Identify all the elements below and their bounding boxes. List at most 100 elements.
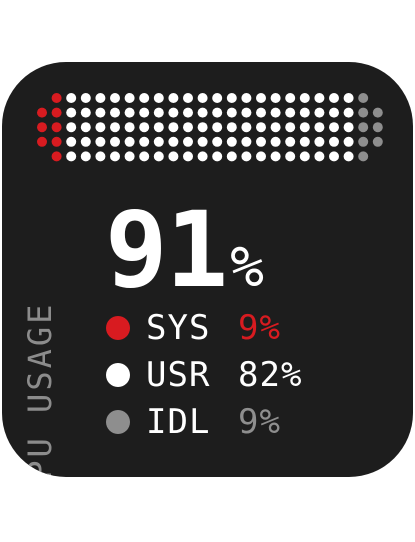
meter-dot-usr	[226, 107, 237, 118]
meter-dot-usr	[299, 93, 310, 103]
meter-dot-usr	[197, 136, 208, 147]
meter-dot-usr	[212, 136, 223, 147]
meter-dot-usr	[95, 93, 106, 103]
meter-dot-usr	[110, 122, 120, 133]
meter-dot-usr	[95, 122, 106, 133]
meter-dot-sys	[37, 122, 47, 133]
meter-dot-usr	[285, 93, 296, 103]
meter-dot-sys	[51, 122, 62, 133]
cpu-usage-widget: CPU USAGE 91 % SYS 9% USR 82% IDL 9%	[2, 62, 413, 477]
meter-dot-usr	[197, 122, 208, 133]
meter-dot-usr	[197, 151, 208, 162]
meter-dot-usr	[95, 107, 106, 118]
sys-color-dot	[106, 316, 130, 340]
meter-dot-usr	[212, 107, 223, 118]
meter-dot-usr	[329, 107, 339, 118]
usr-color-dot	[106, 363, 130, 387]
meter-dot-usr	[299, 151, 310, 162]
meter-dot-usr	[314, 151, 325, 162]
idl-color-dot	[106, 410, 130, 434]
meter-dot-usr	[270, 151, 281, 162]
meter-dot-sys	[37, 136, 47, 147]
meter-dot-usr	[270, 122, 281, 133]
meter-dot-usr	[329, 136, 339, 147]
meter-dot-usr	[256, 122, 266, 133]
meter-dot-usr	[168, 136, 179, 147]
legend-value-usr: 82%	[238, 355, 303, 395]
meter-dot-usr	[226, 122, 237, 133]
meter-dot-usr	[241, 93, 252, 103]
total-usage-readout: 91 %	[105, 189, 264, 311]
meter-dot-idle	[358, 136, 369, 147]
meter-dot-usr	[270, 93, 281, 103]
meter-dot-usr	[256, 151, 266, 162]
meter-dot-usr	[168, 122, 179, 133]
meter-dot-usr	[139, 151, 150, 162]
meter-dot-usr	[183, 93, 193, 103]
meter-dot-usr	[285, 151, 296, 162]
meter-dot-usr	[343, 107, 354, 118]
meter-dot-usr	[66, 136, 77, 147]
meter-dot-usr	[314, 107, 325, 118]
meter-dot-usr	[139, 107, 150, 118]
meter-dot-usr	[299, 107, 310, 118]
widget-title: CPU USAGE	[21, 301, 59, 477]
legend-label-usr: USR	[146, 355, 211, 395]
total-usage-value: 91	[105, 189, 228, 311]
meter-dot-sys	[51, 136, 62, 147]
meter-dot-usr	[212, 93, 223, 103]
meter-dot-usr	[241, 151, 252, 162]
meter-dot-usr	[329, 93, 339, 103]
meter-dot-usr	[270, 107, 281, 118]
meter-dot-usr	[343, 122, 354, 133]
legend-value-sys: 9%	[238, 308, 281, 348]
meter-dot-idle	[358, 93, 369, 103]
legend-label-idl: IDL	[146, 402, 211, 442]
meter-dot-usr	[183, 107, 193, 118]
meter-dot-usr	[212, 151, 223, 162]
meter-dot-usr	[80, 136, 91, 147]
total-usage-unit: %	[230, 235, 264, 300]
meter-dot-sys	[37, 107, 47, 118]
meter-dot-usr	[80, 107, 91, 118]
meter-dot-usr	[80, 122, 91, 133]
meter-dot-usr	[124, 93, 135, 103]
meter-dot-usr	[285, 107, 296, 118]
meter-dot-idle	[358, 107, 369, 118]
meter-dot-usr	[168, 107, 179, 118]
meter-dot-usr	[285, 136, 296, 147]
meter-dot-usr	[153, 107, 164, 118]
meter-dot-usr	[285, 122, 296, 133]
meter-dot-sys	[51, 151, 62, 162]
meter-dot-usr	[314, 122, 325, 133]
meter-dot-usr	[197, 93, 208, 103]
meter-dot-usr	[343, 136, 354, 147]
meter-dot-idle	[372, 136, 383, 147]
meter-dot-usr	[183, 151, 193, 162]
meter-dot-usr	[139, 122, 150, 133]
legend-label-sys: SYS	[146, 308, 211, 348]
meter-dot-usr	[80, 151, 91, 162]
meter-dot-usr	[66, 107, 77, 118]
meter-dot-usr	[299, 136, 310, 147]
meter-dot-usr	[110, 93, 120, 103]
meter-dot-usr	[124, 136, 135, 147]
meter-dot-idle	[358, 151, 369, 162]
meter-dot-usr	[343, 151, 354, 162]
legend-row-sys: SYS 9%	[106, 308, 281, 348]
meter-dot-usr	[124, 122, 135, 133]
meter-dot-usr	[256, 107, 266, 118]
meter-dot-usr	[168, 151, 179, 162]
meter-dot-usr	[139, 93, 150, 103]
meter-dot-usr	[183, 136, 193, 147]
meter-dot-usr	[183, 122, 193, 133]
meter-dot-sys	[51, 107, 62, 118]
meter-dot-usr	[66, 93, 77, 103]
meter-dot-usr	[329, 122, 339, 133]
meter-dot-usr	[124, 107, 135, 118]
meter-dot-usr	[256, 93, 266, 103]
meter-dot-usr	[153, 122, 164, 133]
meter-dot-idle	[372, 122, 383, 133]
meter-dot-usr	[241, 107, 252, 118]
meter-dot-usr	[168, 93, 179, 103]
